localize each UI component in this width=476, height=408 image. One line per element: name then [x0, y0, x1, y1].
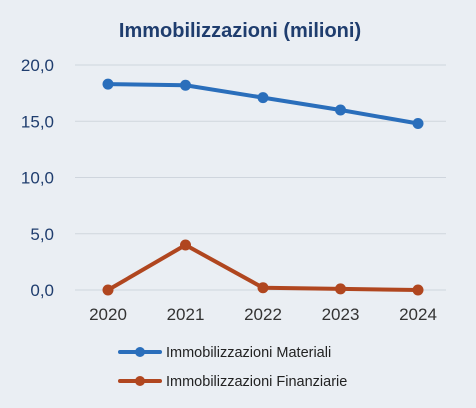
y-tick-label: 20,0 [21, 56, 54, 75]
x-tick-label: 2023 [322, 305, 360, 324]
series-line-1 [106, 82, 420, 126]
legend-swatch-marker [135, 376, 145, 386]
series-1-point [335, 104, 346, 116]
y-axis-ticks: 0,0 5,0 10,0 15,0 20,0 [21, 56, 54, 300]
legend-swatch-marker [135, 347, 145, 357]
series-lines [102, 78, 424, 296]
x-tick-label: 2024 [399, 305, 437, 324]
series-2-point [412, 284, 424, 296]
legend-label: Immobilizzazioni Materiali [166, 345, 331, 361]
series-2-point [102, 284, 114, 296]
y-tick-label: 5,0 [30, 225, 54, 244]
x-tick-label: 2021 [167, 305, 205, 324]
y-tick-label: 0,0 [30, 281, 54, 300]
series-2-point [180, 239, 191, 251]
series-1-point [257, 92, 269, 104]
series-1-point [102, 78, 114, 90]
y-tick-label: 15,0 [21, 112, 54, 131]
series-1-point [412, 118, 424, 129]
series-1-point [180, 79, 191, 91]
y-tick-label: 10,0 [21, 169, 54, 188]
series-2-point [335, 283, 346, 295]
x-tick-label: 2022 [244, 305, 282, 324]
x-tick-label: 2020 [89, 305, 127, 324]
chart-title: Immobilizzazioni (milioni) [119, 20, 361, 42]
legend: Immobilizzazioni Materiali Immobilizzazio… [118, 345, 347, 390]
series-2-point [257, 282, 269, 294]
legend-label: Immobilizzazioni Finanziarie [166, 374, 347, 390]
x-axis-ticks: 2020 2021 2022 2023 2024 [89, 305, 437, 324]
